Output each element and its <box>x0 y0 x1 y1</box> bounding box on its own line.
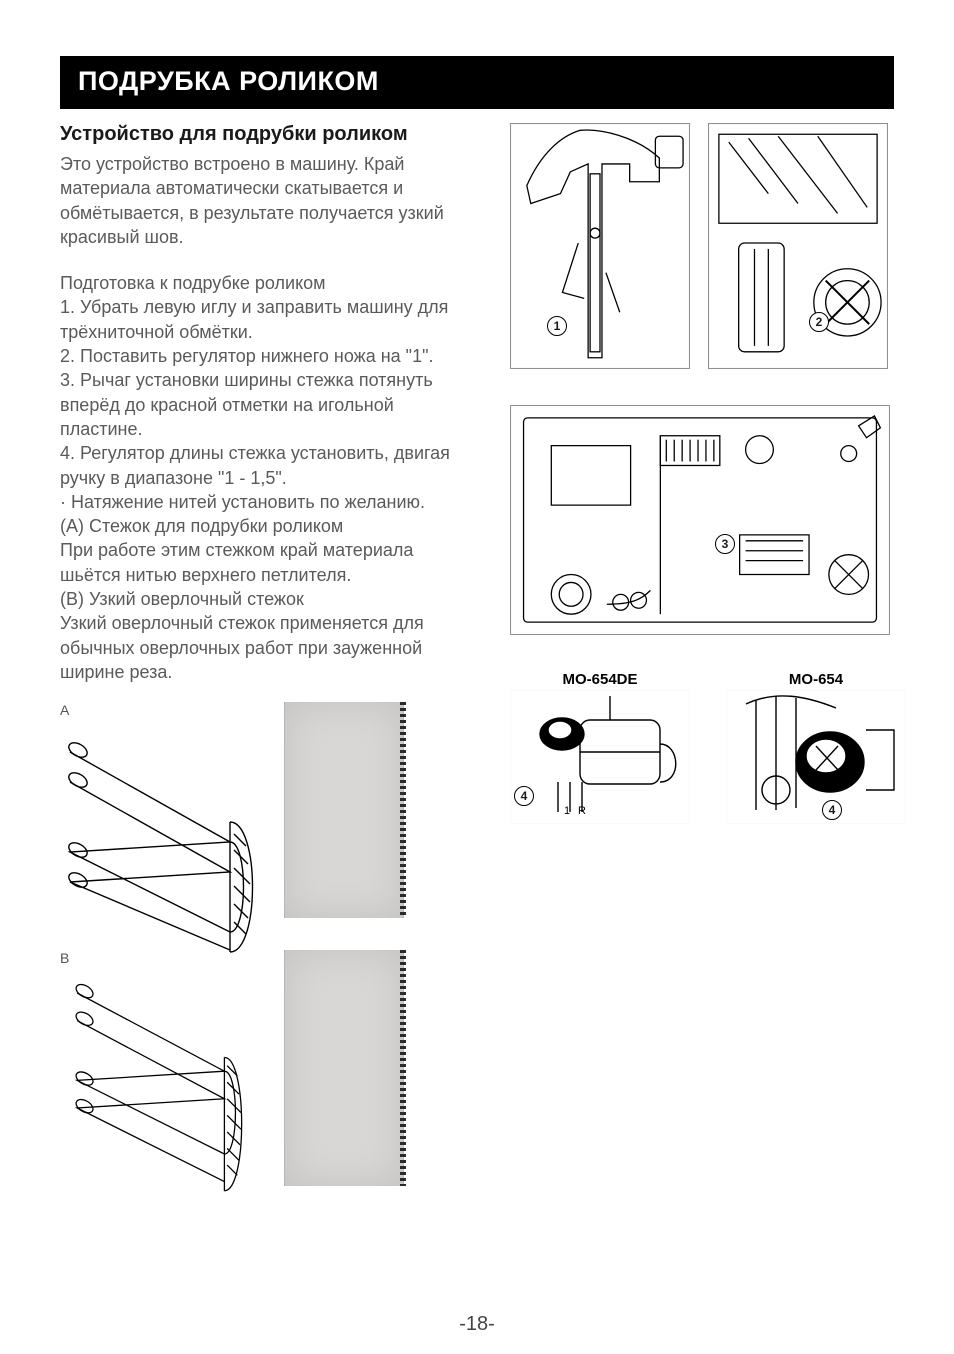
step-2: 2. Поставить регулятор нижнего ножа на "… <box>60 344 474 368</box>
tension-bullet: · Натяжение нитей установить по желанию. <box>60 490 474 514</box>
fabric-sample-a <box>284 702 404 918</box>
section-title-bar: ПОДРУБКА РОЛИКОМ <box>60 56 894 109</box>
variant-a-text: При работе этим стежком край материала ш… <box>60 538 474 587</box>
variant-b-text: Узкий оверлочный стежок применяется для … <box>60 611 474 684</box>
model-2-label: MO-654 <box>726 671 906 688</box>
stitch-b-label: B <box>60 950 260 966</box>
figure-4b: 4 <box>726 690 906 824</box>
page-number: -18- <box>0 1313 954 1336</box>
callout-3: 3 <box>715 534 735 554</box>
step-3: 3. Рычаг установки ширины стежка потянут… <box>60 368 474 441</box>
figure-row-1: 1 2 <box>510 123 906 369</box>
callout-4a: 4 <box>514 786 534 806</box>
stitched-edge-b <box>400 950 406 1186</box>
figure-4a: 1 R 4 <box>510 690 690 824</box>
svg-text:R: R <box>578 805 586 817</box>
model-figure-row: MO-654DE 1 <box>510 671 906 824</box>
stitch-a-block: A <box>60 702 260 952</box>
two-column-layout: Устройство для подрубки роликом Это устр… <box>60 123 894 1210</box>
step-4: 4. Регулятор длины стежка установить, дв… <box>60 441 474 490</box>
text-column: Устройство для подрубки роликом Это устр… <box>60 123 474 1210</box>
callout-2: 2 <box>809 312 829 332</box>
stitch-b-diagram <box>60 970 260 1200</box>
prep-heading: Подготовка к подрубке роликом <box>60 271 474 295</box>
variant-a-title: (A) Стежок для подрубки роликом <box>60 514 474 538</box>
page: ПОДРУБКА РОЛИКОМ Устройство для подрубки… <box>0 0 954 1354</box>
stitch-diagram-area: A <box>60 702 474 1210</box>
stitch-a-diagram <box>60 722 260 952</box>
subheading: Устройство для подрубки роликом <box>60 123 474 146</box>
callout-4b: 4 <box>822 800 842 820</box>
model-2-block: MO-654 <box>726 671 906 824</box>
intro-paragraph: Это устройство встроено в машину. Край м… <box>60 152 474 249</box>
step-1: 1. Убрать левую иглу и заправить машину … <box>60 295 474 344</box>
model-1-label: MO-654DE <box>510 671 690 688</box>
model-1-block: MO-654DE 1 <box>510 671 690 824</box>
stitch-b-block: B <box>60 950 260 1200</box>
section-title: ПОДРУБКА РОЛИКОМ <box>78 66 876 97</box>
svg-text:1: 1 <box>564 805 570 817</box>
callout-1: 1 <box>547 316 567 336</box>
figure-row-2: 3 <box>510 405 906 635</box>
fabric-sample-b <box>284 950 404 1186</box>
figure-1: 1 <box>510 123 690 369</box>
figure-column: 1 2 <box>510 123 906 1210</box>
stitch-a-label: A <box>60 702 260 718</box>
figure-3: 3 <box>510 405 890 635</box>
variant-b-title: (B) Узкий оверлочный стежок <box>60 587 474 611</box>
stitched-edge-a <box>400 702 406 918</box>
figure-2: 2 <box>708 123 888 369</box>
